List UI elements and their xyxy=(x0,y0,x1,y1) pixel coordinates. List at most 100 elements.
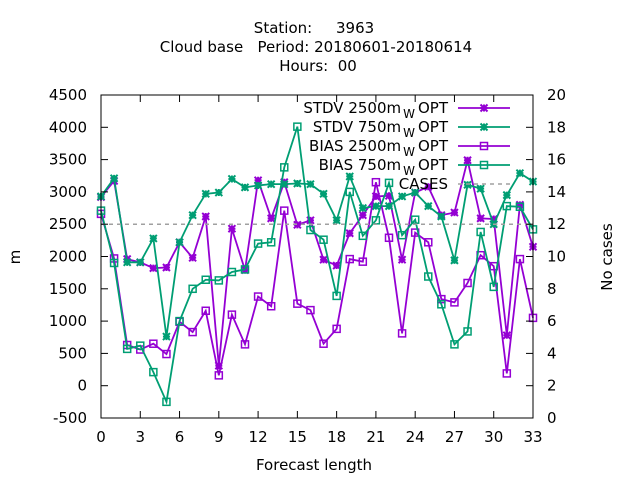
data-point xyxy=(515,168,525,178)
x-tick-label: 0 xyxy=(96,428,106,446)
y2-tick-label: 16 xyxy=(547,151,566,169)
data-point xyxy=(463,156,472,165)
data-point xyxy=(149,367,158,377)
data-point xyxy=(345,172,354,181)
data-point xyxy=(188,327,197,337)
data-point xyxy=(476,227,485,237)
legend-item: CASES xyxy=(399,175,510,193)
series-bias-2500m xyxy=(96,177,538,380)
data-point xyxy=(201,275,210,285)
data-point xyxy=(489,282,498,292)
data-point xyxy=(437,300,446,309)
data-point xyxy=(266,301,276,311)
data-point xyxy=(332,291,341,301)
y2-tick-label: 6 xyxy=(547,312,557,330)
data-point xyxy=(450,340,459,349)
y2-tick-label: 4 xyxy=(547,344,557,362)
data-point xyxy=(280,206,289,215)
data-point xyxy=(214,371,224,380)
data-point xyxy=(424,272,433,281)
data-point xyxy=(306,305,315,315)
series-line xyxy=(100,182,534,376)
data-point xyxy=(384,233,394,243)
data-point xyxy=(122,258,132,267)
data-point xyxy=(162,332,171,341)
legend-item: BIAS 2500m W OPT xyxy=(309,137,510,159)
y-tick-label: 0 xyxy=(77,377,87,395)
data-point xyxy=(266,214,276,223)
data-point xyxy=(463,180,472,190)
data-point xyxy=(240,265,250,274)
y-tick-label: -500 xyxy=(53,409,87,427)
data-point xyxy=(450,208,459,217)
data-point xyxy=(214,361,224,370)
data-point xyxy=(410,215,420,224)
data-point xyxy=(319,255,328,264)
data-point xyxy=(227,310,237,319)
plot-area xyxy=(96,122,538,407)
data-point xyxy=(489,214,498,224)
x-tick-label: 18 xyxy=(327,428,346,446)
y-tick-label: 1500 xyxy=(49,280,87,298)
y-axis-label: m xyxy=(6,250,24,265)
data-point xyxy=(122,344,132,354)
data-point xyxy=(332,324,341,334)
data-point xyxy=(424,182,433,191)
y-tick-label: 3000 xyxy=(49,183,87,201)
data-point xyxy=(201,189,210,199)
y2-tick-label: 0 xyxy=(547,409,557,427)
data-point xyxy=(502,331,512,340)
data-point xyxy=(424,238,433,247)
data-point xyxy=(397,192,407,201)
data-point xyxy=(227,174,237,184)
data-point xyxy=(345,187,354,197)
data-point xyxy=(450,298,459,307)
data-point xyxy=(280,179,289,189)
y-tick-label: 2000 xyxy=(49,248,87,266)
y-tick-label: 4500 xyxy=(49,86,87,104)
data-point xyxy=(437,212,446,221)
x-tick-label: 24 xyxy=(406,428,425,446)
data-point xyxy=(293,179,302,188)
legend-label: BIAS 750m W OPT xyxy=(319,156,449,178)
x-tick-label: 3 xyxy=(135,428,145,446)
legend-item: BIAS 750m W OPT xyxy=(319,156,510,178)
data-point xyxy=(384,178,394,188)
series-line xyxy=(100,160,534,366)
data-point xyxy=(463,278,472,288)
data-point xyxy=(214,188,224,197)
data-point xyxy=(358,231,368,241)
data-point xyxy=(371,201,381,211)
data-point xyxy=(214,276,224,285)
data-point xyxy=(109,258,119,268)
y2-axis-label: No cases xyxy=(598,223,616,291)
data-point xyxy=(515,200,525,210)
y2-tick-label: 18 xyxy=(547,118,566,136)
legend-label: STDV 2500m W OPT xyxy=(303,99,449,121)
data-point xyxy=(149,234,158,243)
data-point xyxy=(293,220,302,230)
data-point xyxy=(371,177,381,187)
y-tick-label: 500 xyxy=(58,344,87,362)
legend-label: CASES xyxy=(399,175,448,193)
data-point xyxy=(476,214,485,223)
data-point xyxy=(175,316,184,326)
data-point xyxy=(476,184,485,193)
data-point xyxy=(188,284,197,294)
y-tick-label: 3500 xyxy=(49,151,87,169)
x-tick-label: 27 xyxy=(445,428,464,446)
chart-title-line-1: Station: 3963 xyxy=(254,19,374,37)
data-point xyxy=(109,174,119,183)
axes: -500050010001500200025003000350040004500… xyxy=(49,86,566,446)
x-tick-label: 21 xyxy=(366,428,385,446)
data-point xyxy=(240,183,250,192)
data-point xyxy=(502,190,512,200)
y2-tick-label: 10 xyxy=(547,248,566,266)
data-point xyxy=(319,339,328,348)
data-point xyxy=(345,229,354,238)
data-point xyxy=(424,201,433,211)
data-point xyxy=(149,263,158,273)
data-point xyxy=(515,254,525,264)
data-point xyxy=(479,141,489,151)
